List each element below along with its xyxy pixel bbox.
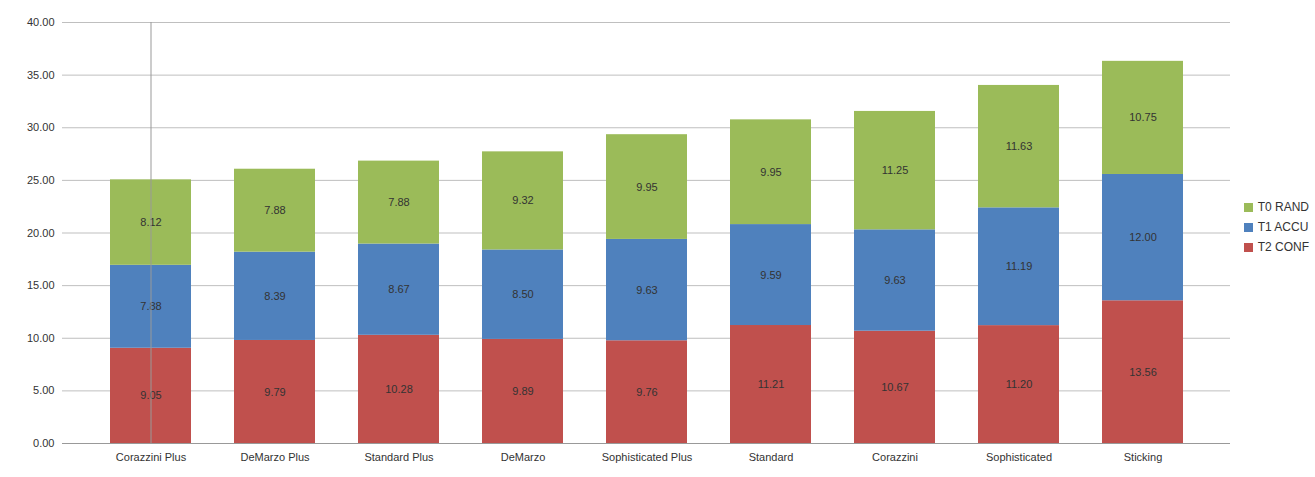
svg-text:9.76: 9.76 <box>636 386 657 398</box>
svg-text:Sophisticated: Sophisticated <box>986 451 1052 463</box>
svg-text:Corazzini Plus: Corazzini Plus <box>116 451 187 463</box>
svg-text:12.00: 12.00 <box>1129 231 1157 243</box>
svg-text:10.00: 10.00 <box>27 332 55 344</box>
svg-text:9.95: 9.95 <box>636 181 657 193</box>
svg-text:30.00: 30.00 <box>27 121 55 133</box>
svg-text:8.50: 8.50 <box>512 288 533 300</box>
svg-text:Standard: Standard <box>749 451 794 463</box>
svg-text:9.79: 9.79 <box>264 386 285 398</box>
svg-text:9.63: 9.63 <box>884 274 905 286</box>
svg-text:8.67: 8.67 <box>388 283 409 295</box>
svg-text:13.56: 13.56 <box>1129 366 1157 378</box>
svg-text:10.67: 10.67 <box>881 381 909 393</box>
svg-text:20.00: 20.00 <box>27 227 55 239</box>
svg-text:11.63: 11.63 <box>1006 140 1033 152</box>
svg-text:9.63: 9.63 <box>636 284 657 296</box>
svg-text:DeMarzo: DeMarzo <box>501 451 546 463</box>
svg-text:7.88: 7.88 <box>140 300 162 313</box>
svg-text:9.32: 9.32 <box>512 194 533 206</box>
svg-text:35.00: 35.00 <box>27 69 55 81</box>
svg-text:8.39: 8.39 <box>264 290 285 302</box>
svg-text:7.88: 7.88 <box>264 204 285 216</box>
svg-text:Standard Plus: Standard Plus <box>364 451 434 463</box>
svg-text:9.95: 9.95 <box>760 166 781 178</box>
svg-text:9.59: 9.59 <box>760 269 781 281</box>
svg-text:9.05: 9.05 <box>140 389 162 402</box>
svg-text:Corazzini: Corazzini <box>872 451 918 463</box>
html-text:T1 ACCU: T1 ACCU <box>1257 220 1309 234</box>
svg-text:10.28: 10.28 <box>385 383 413 395</box>
html-text:T0 RAND: T0 RAND <box>1257 200 1309 214</box>
svg-text:5.00: 5.00 <box>33 384 54 396</box>
svg-text:11.21: 11.21 <box>758 378 785 390</box>
svg-text:11.20: 11.20 <box>1006 378 1033 390</box>
svg-text:Sticking: Sticking <box>1124 451 1163 463</box>
svg-text:0.00: 0.00 <box>33 437 54 449</box>
svg-text:DeMarzo Plus: DeMarzo Plus <box>240 451 310 463</box>
svg-text:15.00: 15.00 <box>27 279 55 291</box>
svg-text:11.19: 11.19 <box>1006 260 1033 272</box>
html-text:T2 CONF: T2 CONF <box>1257 240 1309 254</box>
svg-text:9.89: 9.89 <box>512 385 533 397</box>
svg-text:Sophisticated Plus: Sophisticated Plus <box>602 451 693 463</box>
svg-text:25.00: 25.00 <box>27 174 55 186</box>
svg-text:10.75: 10.75 <box>1129 111 1157 123</box>
svg-text:7.88: 7.88 <box>388 196 409 208</box>
svg-text:8.12: 8.12 <box>140 216 162 229</box>
svg-text:11.25: 11.25 <box>882 164 909 176</box>
svg-text:40.00: 40.00 <box>27 16 55 28</box>
